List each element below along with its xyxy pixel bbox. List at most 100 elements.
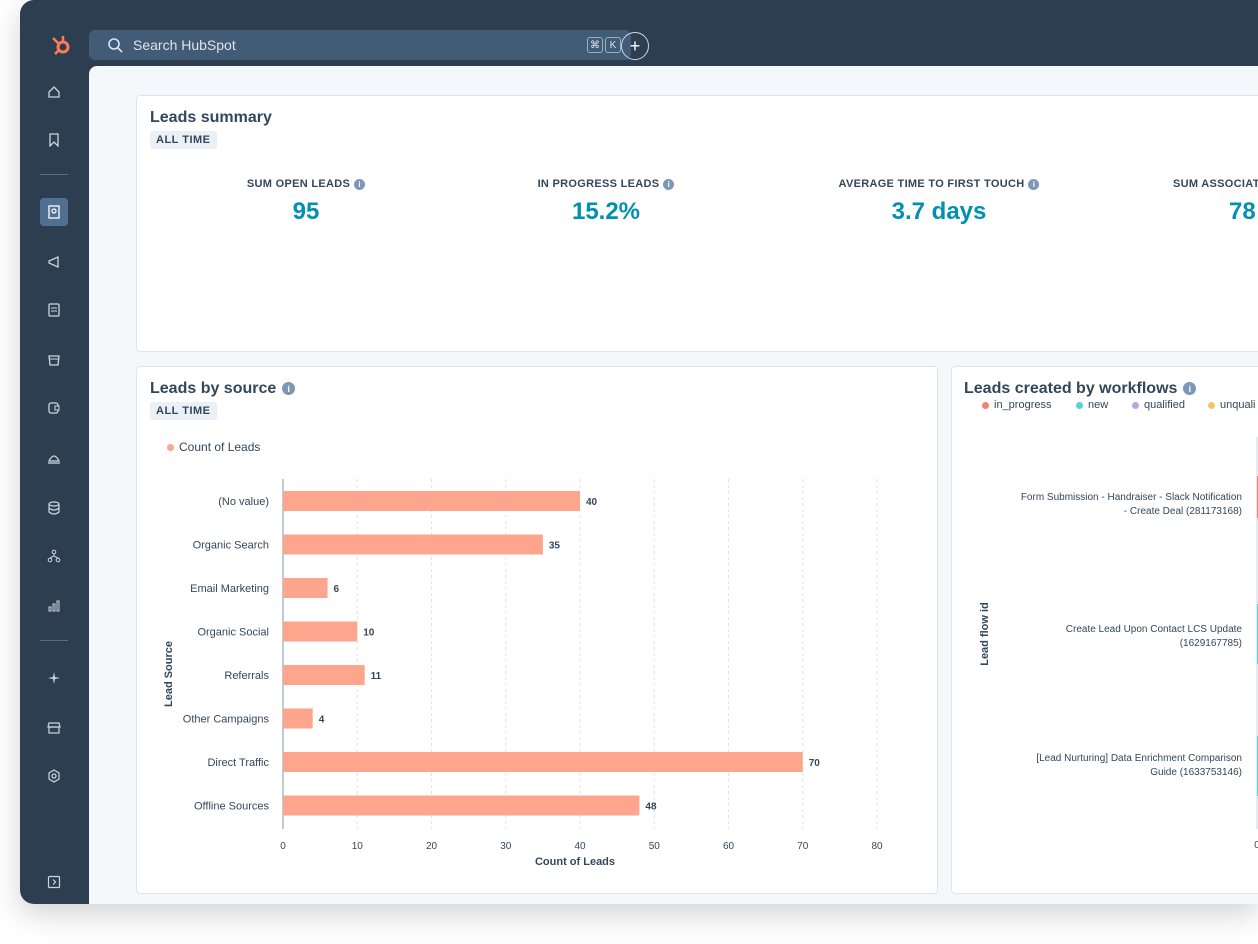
service-icon[interactable] (40, 444, 68, 472)
y-tick-label: Offline Sources (194, 801, 270, 813)
sidebar-divider (40, 640, 68, 641)
chart-legend-item[interactable]: Count of Leads (167, 440, 260, 454)
info-icon[interactable]: i (663, 178, 675, 190)
kpi-sum-associated: SUM ASSOCIAT 78 (1121, 178, 1258, 226)
app-window: Search HubSpot ⌘ K + (20, 0, 1258, 904)
workflow-label-line2: - Create Deal (281173168) (1124, 506, 1242, 517)
x-tick-label: 0 (280, 841, 286, 852)
legend-item-new[interactable]: new (1076, 399, 1108, 411)
legend-item-qualified[interactable]: qualified (1132, 399, 1185, 411)
bar[interactable] (283, 578, 328, 598)
data-label: 4 (319, 715, 325, 726)
create-new-button[interactable]: + (621, 32, 649, 60)
y-tick-label: Organic Search (193, 540, 269, 552)
date-range-tag[interactable]: ALL TIME (150, 131, 217, 149)
workflow-label-line2: Guide (1633753146) (1150, 767, 1242, 778)
top-navigation-bar: Search HubSpot ⌘ K + (20, 0, 1258, 66)
sidebar-divider (40, 174, 68, 175)
workflow-label-line1: Create Lead Upon Contact LCS Update (1066, 624, 1243, 635)
marketing-icon[interactable] (40, 248, 68, 276)
leads-by-workflow-card: Leads created by workflows i in_progress … (951, 366, 1258, 894)
bar[interactable] (283, 752, 803, 772)
workflow-label-line2: (1629167785) (1180, 638, 1242, 649)
card-title: Leads summary (150, 109, 272, 126)
data-icon[interactable] (40, 494, 68, 522)
info-icon[interactable]: i (1183, 382, 1197, 396)
y-axis-title: Lead Source (163, 641, 175, 707)
contacts-icon[interactable] (40, 198, 68, 226)
x-tick-label: 60 (723, 841, 735, 852)
x-tick-label: 40 (574, 841, 586, 852)
legend-label: new (1088, 399, 1109, 411)
info-icon[interactable]: i (1028, 178, 1040, 190)
k-key: K (605, 37, 621, 53)
bar[interactable] (283, 708, 313, 729)
hubspot-logo-icon[interactable] (50, 34, 72, 56)
home-icon[interactable] (40, 78, 68, 106)
keyboard-shortcut: ⌘ K (587, 37, 621, 53)
commerce-icon[interactable] (40, 346, 68, 374)
kpi-label: SUM ASSOCIAT (1173, 178, 1258, 190)
card-title: Leads by source i (150, 380, 296, 398)
x-tick-label: 10 (352, 841, 364, 852)
legend-item-in-progress[interactable]: in_progress (982, 399, 1051, 411)
legend-swatch (982, 401, 989, 409)
x-tick-label: 80 (871, 841, 883, 852)
y-tick-label: Email Marketing (190, 583, 269, 595)
breeze-icon[interactable] (40, 664, 68, 692)
y-axis-title: Lead flow id (979, 602, 991, 666)
legend-label: unquali (1220, 399, 1256, 411)
data-label: 6 (334, 584, 340, 595)
plus-icon: + (629, 35, 641, 56)
content-icon[interactable] (40, 296, 68, 324)
card-title: Leads created by workflows i (964, 380, 1197, 398)
legend-item-unqualified[interactable]: unquali (1208, 399, 1255, 411)
legend-swatch (1076, 401, 1083, 409)
search-placeholder: Search HubSpot (133, 37, 236, 53)
workflow-label-line1: Form Submission - Handraiser - Slack Not… (1021, 492, 1242, 503)
kpi-sum-open-leads: SUM OPEN LEADS i 95 (176, 178, 436, 226)
data-label: 40 (586, 497, 598, 508)
y-tick-label: Referrals (224, 670, 269, 682)
y-tick-label: Other Campaigns (183, 714, 270, 726)
kpi-value: 3.7 days (891, 198, 987, 225)
search-bar[interactable]: Search HubSpot ⌘ K (89, 30, 631, 60)
info-icon[interactable]: i (282, 382, 296, 396)
leads-by-source-card: Leads by source i ALL TIME Count of Leads… (136, 366, 938, 894)
x-tick-label: 70 (797, 841, 809, 852)
kpi-label: SUM OPEN LEADS i (176, 178, 436, 190)
settings-icon[interactable] (40, 762, 68, 790)
expand-sidebar-icon[interactable] (40, 868, 68, 896)
kpi-label: AVERAGE TIME TO FIRST TOUCH i (809, 178, 1069, 190)
reporting-icon[interactable] (40, 592, 68, 620)
x-tick-label: 20 (426, 841, 438, 852)
data-label: 11 (371, 671, 382, 682)
info-icon[interactable]: i (354, 178, 366, 190)
bar[interactable] (283, 534, 543, 555)
y-tick-label: Organic Social (197, 627, 269, 639)
dashboard-content: Leads summary ALL TIME SUM OPEN LEADS i 9… (89, 66, 1258, 904)
kpi-average-time-to-first-touch: AVERAGE TIME TO FIRST TOUCH i 3.7 days (809, 178, 1069, 226)
legend-swatch (1208, 401, 1215, 409)
date-range-tag[interactable]: ALL TIME (150, 402, 217, 420)
y-tick-label: (No value) (218, 496, 269, 508)
data-label: 48 (645, 802, 657, 813)
legend-swatch (167, 443, 174, 451)
bar[interactable] (283, 621, 358, 642)
workflow-label-line1: [Lead Nurturing] Data Enrichment Compari… (1036, 753, 1242, 764)
x-tick-label: 30 (500, 841, 512, 852)
marketplace-icon[interactable] (40, 714, 68, 742)
automation-icon[interactable] (40, 542, 68, 570)
leads-summary-card: Leads summary ALL TIME SUM OPEN LEADS i 9… (136, 95, 1258, 352)
sidebar (20, 66, 89, 904)
sales-icon[interactable] (40, 394, 68, 422)
bookmark-icon[interactable] (40, 126, 68, 154)
leads-by-source-chart: 0 10 20 30 40 50 60 70 80 (No value) 40 Organic Sea… (163, 479, 883, 868)
data-label: 10 (363, 628, 375, 639)
bar[interactable] (283, 491, 580, 511)
kpi-label: IN PROGRESS LEADS i (476, 178, 736, 190)
search-icon (108, 38, 123, 53)
bar[interactable] (283, 795, 640, 816)
bar[interactable] (283, 665, 365, 685)
x-tick-label: 50 (649, 841, 661, 852)
